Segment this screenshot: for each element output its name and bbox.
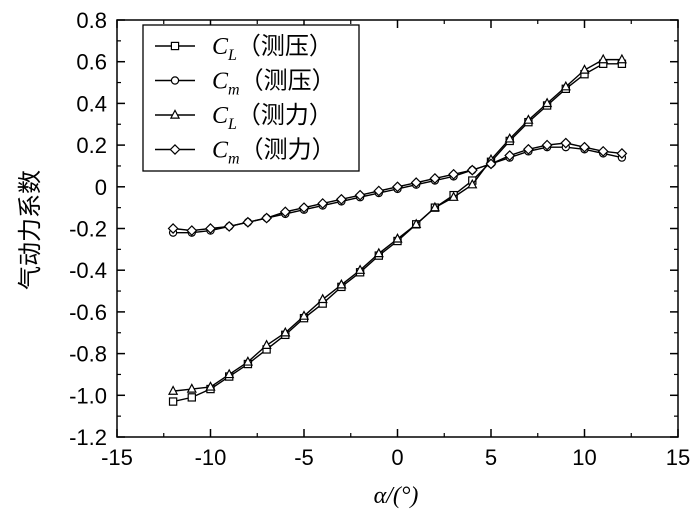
x-axis-title: α/(°) — [374, 483, 419, 509]
data-point — [168, 385, 179, 395]
legend-label: CL（测力） — [212, 102, 333, 133]
y-tick-label: -0.4 — [69, 258, 107, 283]
data-point — [392, 181, 403, 193]
y-tick-label: 0.4 — [76, 91, 107, 116]
x-tick-label: 0 — [391, 445, 403, 470]
series-2 — [168, 53, 627, 395]
legend: CL（测压） Cm（测压）CL（测力） Cm（测力） — [142, 24, 360, 172]
data-point — [280, 326, 291, 337]
legend-label: Cm（测压） — [212, 68, 336, 99]
data-point — [317, 198, 329, 209]
data-point — [167, 223, 179, 234]
data-point — [373, 185, 385, 197]
data-point — [616, 53, 627, 64]
data-point — [616, 147, 628, 159]
data-point — [560, 80, 571, 91]
data-point — [242, 356, 253, 366]
y-tick-label: -0.8 — [69, 342, 107, 367]
y-tick-label: 0.8 — [76, 8, 107, 33]
data-point — [579, 64, 590, 74]
y-tick-label: 0 — [95, 175, 107, 200]
data-point — [504, 150, 516, 161]
data-point — [392, 233, 403, 243]
data-point — [205, 381, 216, 391]
data-point — [261, 212, 273, 224]
data-point — [168, 397, 178, 406]
data-point — [261, 339, 272, 349]
data-point — [597, 145, 609, 157]
series-3 — [167, 137, 628, 237]
data-point — [355, 264, 366, 274]
y-axis-title: 气动力系数 — [17, 170, 44, 290]
data-point — [429, 201, 440, 212]
x-tick-label: -15 — [101, 445, 133, 470]
data-point — [598, 53, 609, 64]
data-point — [466, 164, 478, 176]
legend-marker — [169, 109, 181, 119]
data-point — [410, 177, 422, 189]
data-point — [411, 218, 422, 229]
data-point — [317, 293, 328, 304]
y-tick-label: -0.2 — [69, 217, 107, 242]
x-tick-label: 10 — [572, 445, 596, 470]
data-point — [522, 143, 534, 155]
x-tick-label: 15 — [666, 445, 690, 470]
legend-label: Cm（测力） — [212, 137, 336, 168]
data-point — [354, 189, 366, 201]
data-point — [186, 383, 197, 393]
data-point — [504, 132, 515, 143]
data-point — [335, 193, 347, 205]
data-point — [579, 141, 590, 153]
y-tick-label: 0.6 — [76, 50, 107, 75]
data-point — [373, 247, 384, 258]
data-point — [448, 168, 460, 180]
x-tick-label: 5 — [485, 445, 497, 470]
data-point — [298, 310, 310, 320]
data-point — [224, 368, 235, 379]
data-point — [187, 393, 196, 402]
axes: -15 -10 -5 0 5 10 15 0.8 0.6 0.4 0.2 0 -0.2 -0.4 -0.6 -… — [69, 8, 690, 470]
data-point — [467, 178, 478, 189]
data-point — [448, 191, 459, 201]
data-point — [205, 223, 216, 234]
legend-marker — [170, 76, 180, 85]
data-point — [186, 225, 198, 237]
data-point — [242, 216, 254, 228]
data-point — [542, 97, 553, 108]
y-tick-label: -1.0 — [69, 383, 107, 408]
data-point — [279, 206, 291, 218]
data-point — [560, 137, 572, 149]
y-tick-label: -1.2 — [69, 425, 107, 450]
legend-marker — [169, 144, 181, 155]
y-tick-label: -0.6 — [69, 300, 107, 325]
data-point — [485, 158, 497, 170]
data-point — [336, 278, 347, 289]
data-point — [541, 139, 553, 151]
plot-series — [167, 53, 628, 406]
data-point — [223, 220, 235, 232]
data-point — [298, 202, 310, 214]
data-point — [429, 173, 441, 184]
legend-label: CL（测压） — [212, 33, 333, 64]
legend-marker — [170, 41, 180, 51]
y-tick-label: 0.2 — [76, 133, 107, 158]
x-tick-label: -10 — [195, 445, 227, 470]
x-tick-label: -5 — [294, 445, 314, 470]
data-point — [523, 114, 534, 124]
